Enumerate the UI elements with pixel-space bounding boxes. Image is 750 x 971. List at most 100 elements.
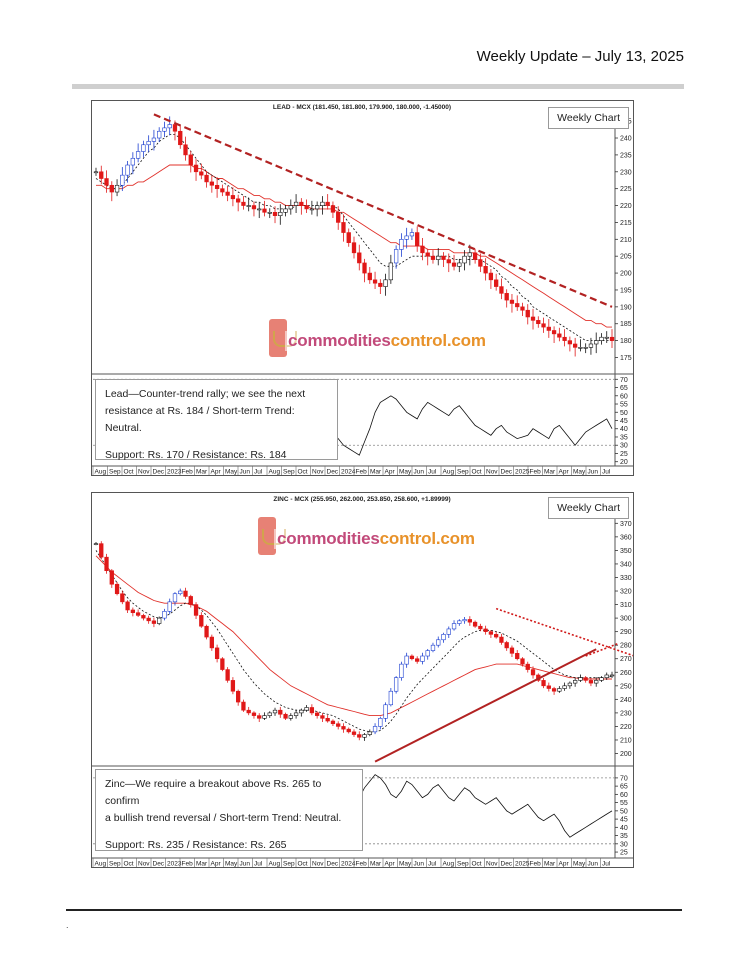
x-tick-label: Feb	[182, 469, 194, 476]
candle-body	[478, 259, 483, 267]
candle-body	[125, 601, 130, 611]
x-tick-label: May	[225, 861, 238, 868]
price-tick-label: 185	[620, 321, 632, 328]
candle-body	[541, 323, 546, 328]
candle-body	[436, 639, 441, 646]
osc-tick-label: 35	[620, 434, 628, 441]
x-tick-label: Dec	[501, 469, 513, 476]
candle-body	[230, 680, 236, 692]
candle-body	[172, 124, 178, 132]
candle-body	[420, 245, 425, 254]
x-tick-label: 2023	[167, 469, 182, 476]
price-tick-label: 290	[620, 629, 632, 636]
candle-body	[162, 127, 167, 132]
candle-body	[120, 174, 125, 186]
price-tick-label: 230	[620, 710, 632, 717]
candle-body	[399, 663, 404, 678]
header-divider	[72, 84, 684, 89]
price-tick-label: 310	[620, 602, 632, 609]
osc-tick-label: 50	[620, 808, 628, 815]
osc-tick-label: 55	[620, 800, 628, 807]
candle-body	[488, 272, 494, 281]
candle-body	[393, 677, 399, 692]
candle-body	[541, 680, 546, 687]
x-tick-label: Jul	[428, 469, 437, 476]
x-tick-label: Oct	[298, 469, 308, 476]
x-tick-label: Aug	[443, 861, 455, 868]
osc-tick-label: 25	[620, 451, 628, 458]
candle-body	[515, 653, 520, 660]
candle-body	[283, 208, 288, 213]
candle-body	[372, 726, 378, 733]
price-tick-label: 230	[620, 169, 632, 176]
candle-body	[193, 604, 199, 616]
x-tick-label: Nov	[486, 469, 498, 476]
x-tick-label: Nov	[312, 861, 324, 868]
lead-chart-panel: LEAD - MCX (181.450, 181.800, 179.900, 1…	[91, 100, 634, 476]
x-tick-label: Apr	[211, 469, 222, 476]
logo-text-part2: control.com	[390, 331, 486, 350]
price-tick-label: 180	[620, 338, 632, 345]
x-tick-label: 2025	[515, 861, 530, 868]
x-tick-label: Nov	[312, 469, 324, 476]
footer-divider	[66, 909, 682, 911]
candle-body	[278, 709, 283, 715]
candle-body	[262, 715, 267, 719]
candle-body	[430, 255, 436, 260]
candle-body	[409, 655, 415, 660]
price-tick-label: 350	[620, 548, 632, 555]
candle-body	[341, 222, 346, 233]
zinc-support-resistance: Support: Rs. 235 / Resistance: Rs. 265	[105, 839, 287, 851]
candle-body	[309, 208, 315, 211]
trendline-dashed	[153, 113, 613, 308]
candle-body	[188, 596, 193, 605]
x-tick-label: Oct	[298, 861, 308, 868]
candle-body	[199, 171, 204, 176]
candle-body	[525, 663, 530, 670]
osc-tick-label: 30	[620, 841, 628, 848]
x-tick-label: Aug	[269, 469, 281, 476]
candle-body	[172, 593, 178, 603]
candle-body	[225, 191, 230, 196]
candle-body	[399, 239, 404, 250]
candle-body	[499, 286, 504, 294]
candle-body	[288, 715, 293, 719]
x-tick-label: Mar	[544, 469, 556, 476]
candle-body	[309, 707, 315, 714]
candle-body	[578, 677, 583, 681]
candle-body	[336, 723, 341, 727]
candle-body	[567, 340, 573, 345]
candle-body	[283, 713, 288, 719]
candle-body	[441, 634, 446, 641]
x-tick-label: Sep	[109, 469, 121, 476]
osc-tick-label: 45	[620, 817, 628, 824]
candle-body	[251, 712, 257, 716]
price-tick-label: 195	[620, 287, 632, 294]
candle-body	[267, 712, 272, 716]
candle-body	[551, 330, 557, 335]
x-tick-label: Sep	[109, 861, 121, 868]
zinc-annotation-line-2: a bullish trend reversal / Short-term Tr…	[105, 812, 342, 824]
candle-body	[446, 628, 451, 635]
osc-tick-label: 40	[620, 426, 628, 433]
candle-body	[588, 343, 594, 348]
x-tick-label: Dec	[327, 469, 339, 476]
price-tick-label: 250	[620, 683, 632, 690]
x-tick-label: Feb	[530, 469, 542, 476]
x-tick-label: May	[225, 469, 238, 476]
lead-support-resistance: Support: Rs. 170 / Resistance: Rs. 184	[105, 449, 287, 461]
candle-body	[346, 728, 351, 733]
x-tick-label: Jul	[254, 469, 263, 476]
candle-body	[457, 620, 462, 624]
zinc-chart-panel: ZINC - MCX (255.950, 262.000, 253.850, 2…	[91, 492, 634, 868]
candle-body	[330, 720, 336, 725]
trendline-dotted	[585, 643, 618, 657]
candle-body	[178, 130, 183, 146]
candle-body	[299, 201, 304, 206]
candle-body	[604, 674, 609, 678]
candle-body	[157, 617, 162, 624]
candle-body	[209, 636, 214, 649]
x-tick-label: Sep	[457, 469, 469, 476]
candle-body	[483, 266, 488, 274]
x-tick-label: Feb	[356, 861, 368, 868]
